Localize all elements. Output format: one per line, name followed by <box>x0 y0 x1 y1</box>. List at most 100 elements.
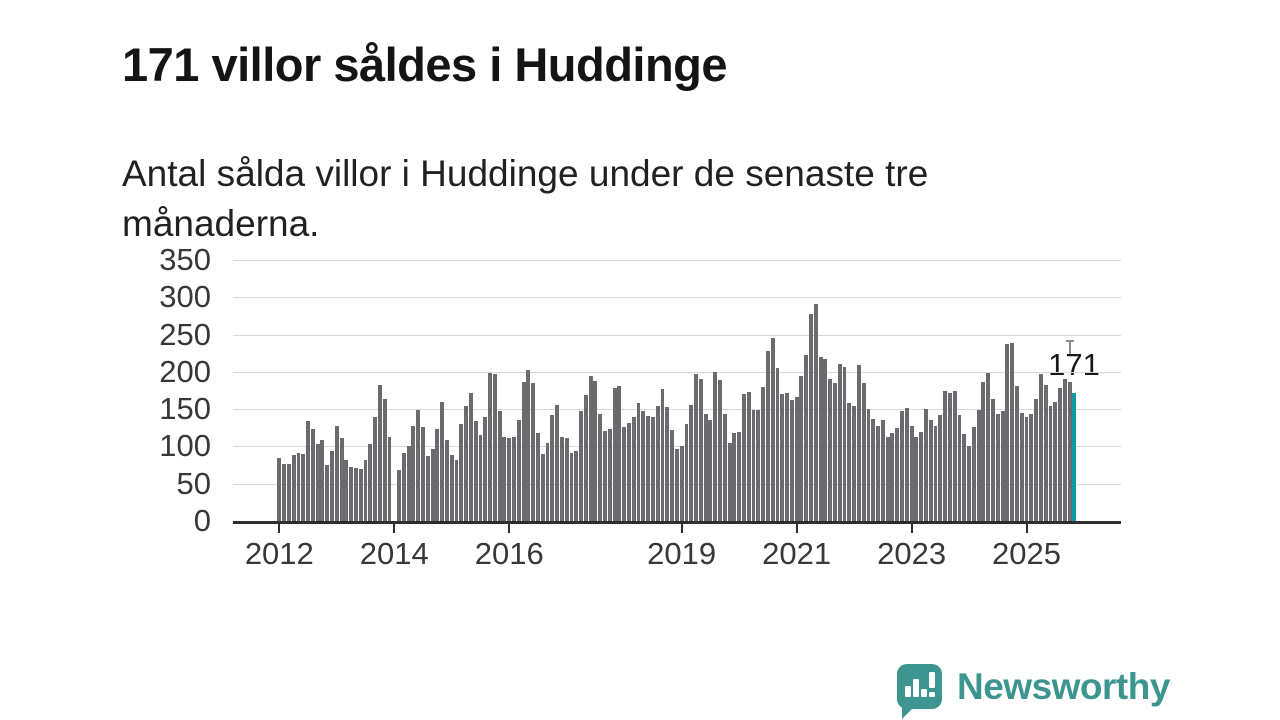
bar <box>291 454 296 521</box>
logo-bar-icon <box>921 689 927 697</box>
bar <box>612 387 617 521</box>
y-tick-label: 50 <box>176 465 211 501</box>
bar <box>698 379 703 521</box>
y-gridline <box>233 260 1121 261</box>
bar <box>919 431 924 521</box>
bar <box>938 415 943 521</box>
bar <box>320 439 325 521</box>
bar <box>507 438 512 521</box>
bar <box>770 338 775 521</box>
y-tick-label: 350 <box>159 242 211 277</box>
bar <box>890 433 895 521</box>
bar <box>468 393 473 521</box>
bar <box>1019 412 1024 521</box>
y-tick-label: 150 <box>159 391 211 427</box>
bar-chart-plot-area: 171 2012 2014 2016 2019 2021 2023 2025 <box>233 260 1121 571</box>
bar <box>454 459 459 521</box>
bar <box>871 418 876 521</box>
bar <box>756 409 761 521</box>
bar <box>330 450 334 521</box>
y-gridline <box>233 409 1121 411</box>
bar <box>593 380 598 521</box>
bar <box>991 398 995 521</box>
bar <box>406 446 411 521</box>
bar <box>536 433 540 521</box>
bar <box>430 449 435 521</box>
bar <box>617 386 622 521</box>
bar <box>449 455 454 521</box>
bar <box>900 410 904 521</box>
x-tick-label: 2025 <box>992 536 1062 571</box>
bar <box>866 409 871 521</box>
bar <box>492 374 497 521</box>
bar <box>847 403 852 521</box>
bar <box>880 420 885 521</box>
bar <box>650 417 655 521</box>
bar <box>368 444 373 521</box>
bar <box>588 376 593 521</box>
bar <box>540 453 545 521</box>
bar <box>933 425 938 521</box>
bar <box>497 410 502 521</box>
x-tick <box>795 524 798 533</box>
bar <box>397 470 401 521</box>
bar <box>512 437 516 521</box>
bar <box>488 373 492 521</box>
bar <box>1000 410 1005 521</box>
y-tick-label: 100 <box>159 428 211 464</box>
y-tick-label: 0 <box>193 503 211 538</box>
bar <box>986 373 991 521</box>
bar <box>531 383 536 521</box>
x-tick <box>910 524 913 533</box>
bar <box>660 389 665 521</box>
bar <box>722 414 727 521</box>
bar <box>550 415 555 521</box>
bar <box>363 459 368 521</box>
newsworthy-speech-bubble-chart-icon <box>897 664 942 719</box>
bar <box>579 411 583 521</box>
logo-exclamation-dot-icon <box>929 691 935 697</box>
bar <box>1067 382 1072 521</box>
bar <box>914 437 919 521</box>
y-gridline <box>233 446 1121 448</box>
bar <box>306 421 310 521</box>
bar <box>1010 342 1015 521</box>
bar <box>789 400 794 521</box>
bar <box>670 430 675 521</box>
bar <box>377 385 382 521</box>
bar <box>564 438 569 521</box>
bar <box>521 381 526 521</box>
bar <box>334 425 339 521</box>
bar <box>1048 406 1053 521</box>
bar <box>995 413 1000 521</box>
bar <box>1043 384 1048 521</box>
bar <box>296 453 301 521</box>
bar <box>559 436 564 521</box>
bar <box>976 409 981 521</box>
bar <box>425 456 430 521</box>
bar <box>794 397 799 521</box>
bar <box>1062 379 1067 521</box>
bar <box>703 414 708 521</box>
chart-subtitle: Antal sålda villor i Huddinge under de s… <box>122 153 929 244</box>
bar <box>636 403 641 521</box>
bar <box>416 409 421 521</box>
logo-bar-icon <box>913 679 919 697</box>
bar <box>421 427 425 521</box>
bar <box>909 425 914 521</box>
x-tick-label: 2014 <box>359 536 429 571</box>
bar <box>967 446 971 521</box>
bar <box>679 446 684 521</box>
y-axis: 0 50 100 150 200 250 300 350 <box>0 242 211 538</box>
bar <box>1024 416 1029 521</box>
bar <box>947 392 952 521</box>
bar <box>607 428 612 521</box>
bar <box>1053 401 1058 521</box>
bar <box>598 413 603 521</box>
bar <box>689 405 694 521</box>
bar <box>837 364 842 521</box>
bar <box>761 386 766 521</box>
bar <box>952 391 957 521</box>
page-title: 171 villor såldes i Huddinge <box>122 38 728 92</box>
bar <box>473 421 478 521</box>
